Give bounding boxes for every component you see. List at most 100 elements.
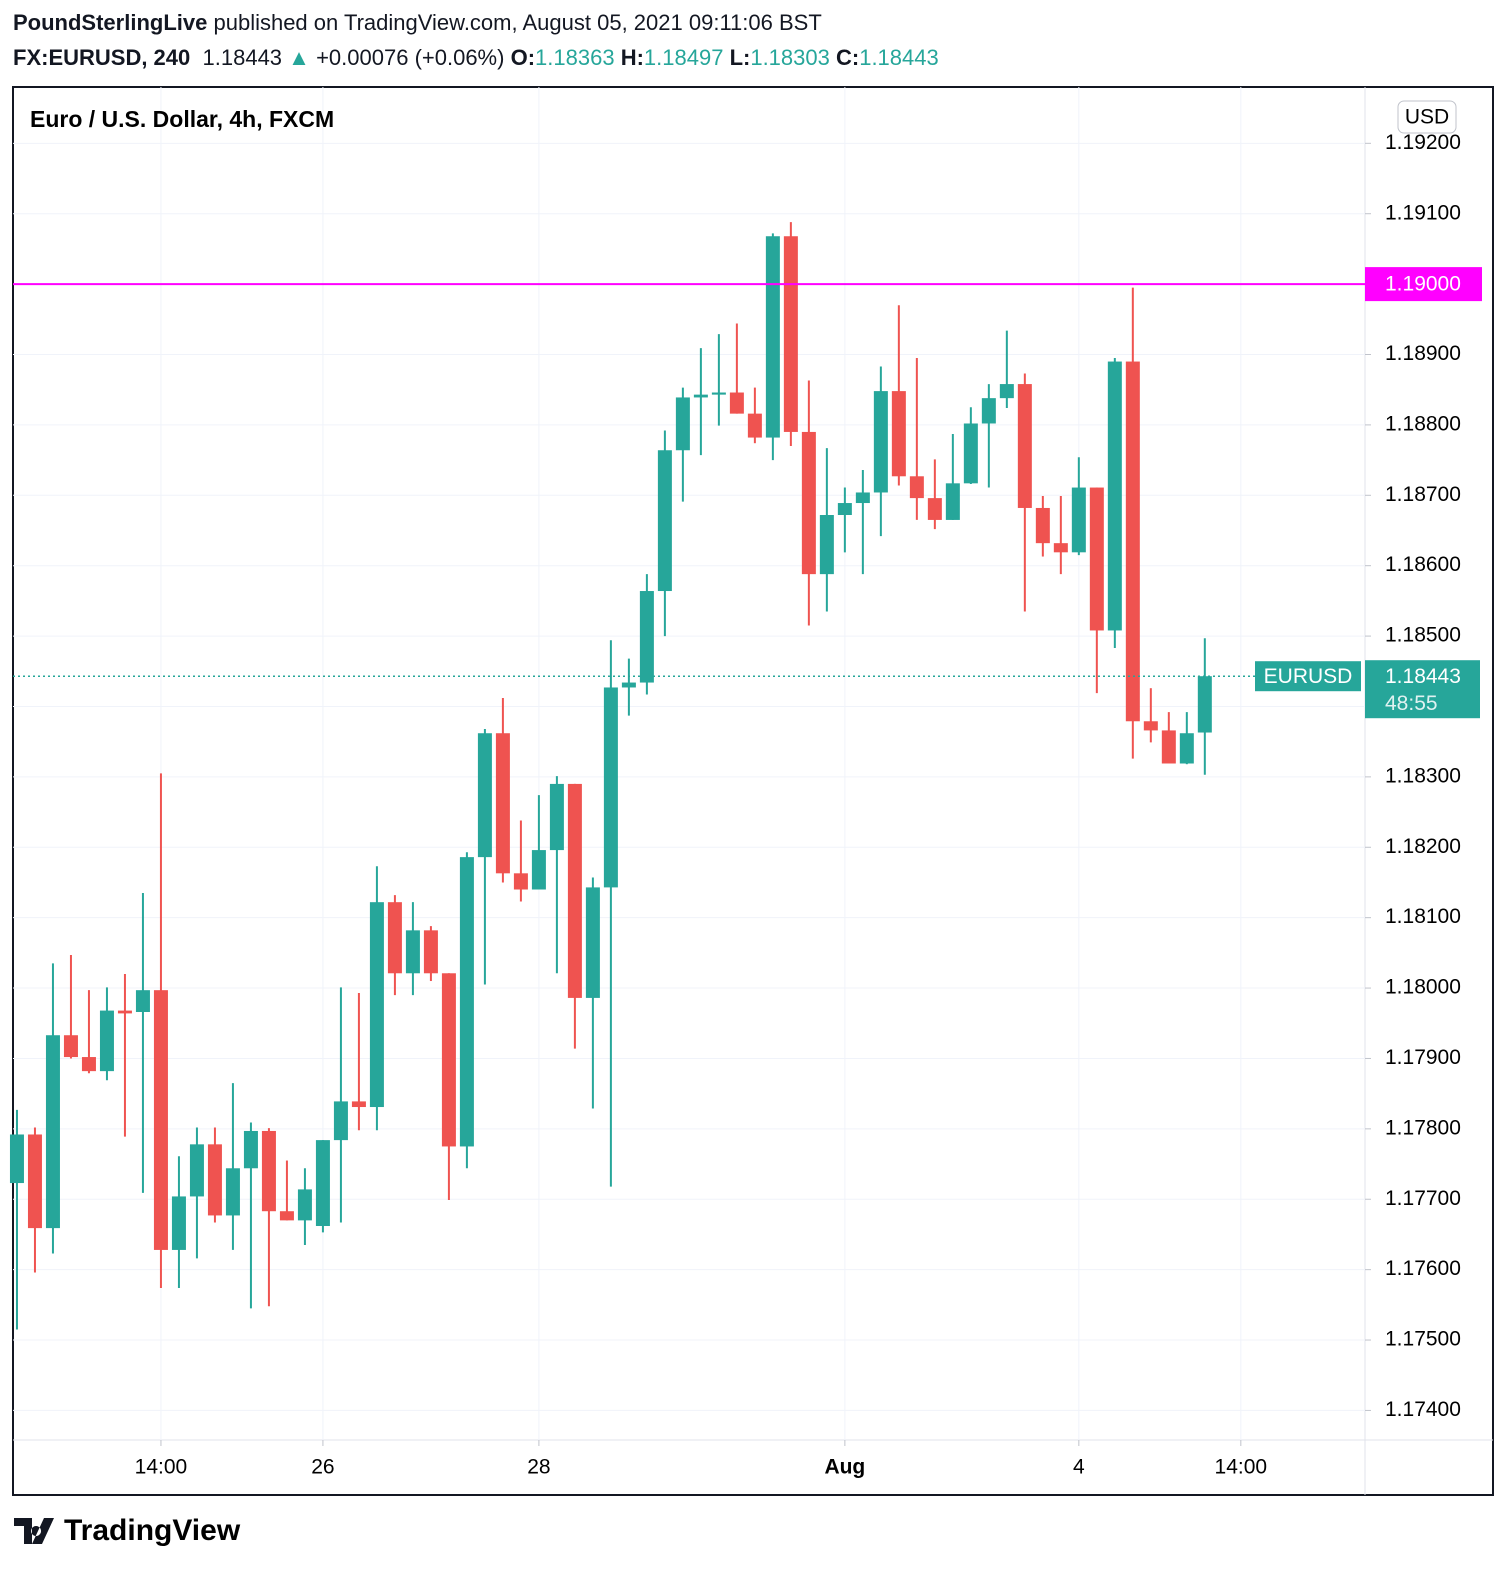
candle-body bbox=[765, 236, 780, 438]
y-tick-label: 1.18500 bbox=[1385, 624, 1461, 647]
candle-body bbox=[1035, 507, 1050, 544]
candle-body bbox=[369, 902, 384, 1108]
candle-body bbox=[1161, 730, 1176, 764]
last-price-box bbox=[1365, 660, 1480, 719]
candle-body bbox=[1179, 733, 1194, 764]
y-tick-label: 1.18600 bbox=[1385, 553, 1461, 576]
candle-body bbox=[1197, 676, 1212, 733]
candle-body bbox=[891, 391, 906, 477]
x-tick-label: 4 bbox=[1073, 1456, 1085, 1479]
candle-body bbox=[531, 850, 546, 890]
o-label: O: bbox=[510, 45, 536, 70]
candle-body bbox=[747, 413, 762, 438]
currency-box bbox=[1397, 100, 1457, 134]
h-label: H: bbox=[620, 45, 644, 70]
candle-body bbox=[999, 384, 1014, 399]
c: 1.18443 bbox=[859, 45, 939, 70]
frame bbox=[12, 86, 1494, 1496]
l: 1.18303 bbox=[750, 45, 830, 70]
last: 1.18443 bbox=[202, 45, 283, 70]
symbol-label: EURUSD bbox=[1264, 665, 1353, 688]
y-tick-label: 1.17700 bbox=[1385, 1187, 1461, 1210]
candle-body bbox=[405, 930, 420, 974]
publisher: PoundSterlingLive bbox=[13, 10, 208, 35]
candle-body bbox=[297, 1189, 312, 1221]
candle-body bbox=[1143, 721, 1158, 731]
candle-body bbox=[9, 1134, 24, 1184]
candle-body bbox=[99, 1010, 114, 1072]
x-tick-label: 26 bbox=[311, 1456, 334, 1479]
candle-body bbox=[855, 492, 870, 504]
candle-body bbox=[693, 394, 708, 398]
y-tick-label: 1.18700 bbox=[1385, 483, 1461, 506]
arrow: ▲ bbox=[288, 45, 310, 70]
candle-body bbox=[441, 973, 456, 1147]
candle-body bbox=[909, 476, 924, 499]
currency: USD bbox=[1405, 106, 1449, 129]
candle-body bbox=[621, 682, 636, 688]
c-label: C: bbox=[835, 45, 860, 70]
countdown: 48:55 bbox=[1385, 692, 1438, 715]
candle-body bbox=[1089, 487, 1104, 631]
candle-body bbox=[135, 990, 150, 1012]
y-tick-label: 1.17400 bbox=[1385, 1398, 1461, 1421]
candle-body bbox=[513, 873, 528, 890]
candle-body bbox=[711, 392, 726, 395]
candle-body bbox=[189, 1144, 204, 1197]
candle-body bbox=[873, 391, 888, 493]
candle-body bbox=[261, 1130, 276, 1212]
candle-body bbox=[819, 515, 834, 575]
candle-body bbox=[459, 857, 474, 1147]
candle-body bbox=[351, 1101, 366, 1108]
candle-body bbox=[837, 503, 852, 516]
candle-body bbox=[387, 902, 402, 974]
h: 1.18497 bbox=[643, 45, 724, 70]
candle-body bbox=[171, 1196, 186, 1250]
candle-body bbox=[1107, 361, 1122, 631]
x-tick-label: 14:00 bbox=[1215, 1456, 1268, 1479]
last-price-label: 1.18443 bbox=[1385, 665, 1461, 688]
candle-body bbox=[603, 687, 618, 888]
header-line-2: FX:EURUSD, 240 1.18443 ▲ +0.00076 (+0.06… bbox=[13, 45, 939, 71]
candle-body bbox=[981, 398, 996, 424]
y-tick-label: 1.19100 bbox=[1385, 201, 1461, 224]
candle-body bbox=[567, 783, 582, 998]
candle-body bbox=[315, 1140, 330, 1226]
y-tick-label: 1.18100 bbox=[1385, 905, 1461, 928]
brand-logo bbox=[14, 1518, 54, 1544]
candle-body bbox=[243, 1130, 258, 1169]
candle-body bbox=[729, 392, 744, 414]
candle-body bbox=[225, 1168, 240, 1216]
candle-body bbox=[153, 990, 168, 1250]
candle-body bbox=[477, 733, 492, 858]
candle-body bbox=[333, 1101, 348, 1141]
y-tick-label: 1.19200 bbox=[1385, 131, 1461, 154]
candle-body bbox=[81, 1057, 96, 1072]
candle-body bbox=[1125, 361, 1140, 722]
candle-body bbox=[639, 591, 654, 683]
candle-body bbox=[801, 431, 816, 575]
candle-body bbox=[549, 783, 564, 851]
chart-title: Euro / U.S. Dollar, 4h, FXCM bbox=[30, 106, 334, 132]
candle-body bbox=[1071, 487, 1086, 553]
y-tick-label: 1.18800 bbox=[1385, 412, 1461, 435]
y-tick-label: 1.17900 bbox=[1385, 1046, 1461, 1069]
candle-body bbox=[495, 733, 510, 874]
y-tick-label: 1.17500 bbox=[1385, 1328, 1461, 1351]
level-label-box bbox=[1365, 267, 1482, 302]
candle-body bbox=[657, 450, 672, 592]
y-tick-label: 1.18300 bbox=[1385, 764, 1461, 787]
candle-body bbox=[963, 423, 978, 484]
candle-body bbox=[675, 397, 690, 451]
candle-body bbox=[45, 1035, 60, 1229]
y-tick-label: 1.18200 bbox=[1385, 835, 1461, 858]
candle-body bbox=[423, 930, 438, 974]
y-tick-label: 1.18000 bbox=[1385, 976, 1461, 999]
candle-body bbox=[927, 498, 942, 520]
candle-body bbox=[207, 1144, 222, 1216]
y-tick-label: 1.17800 bbox=[1385, 1116, 1461, 1139]
x-tick-label: Aug bbox=[824, 1456, 865, 1479]
level-label: 1.19000 bbox=[1385, 273, 1461, 296]
candle-body bbox=[279, 1211, 294, 1221]
